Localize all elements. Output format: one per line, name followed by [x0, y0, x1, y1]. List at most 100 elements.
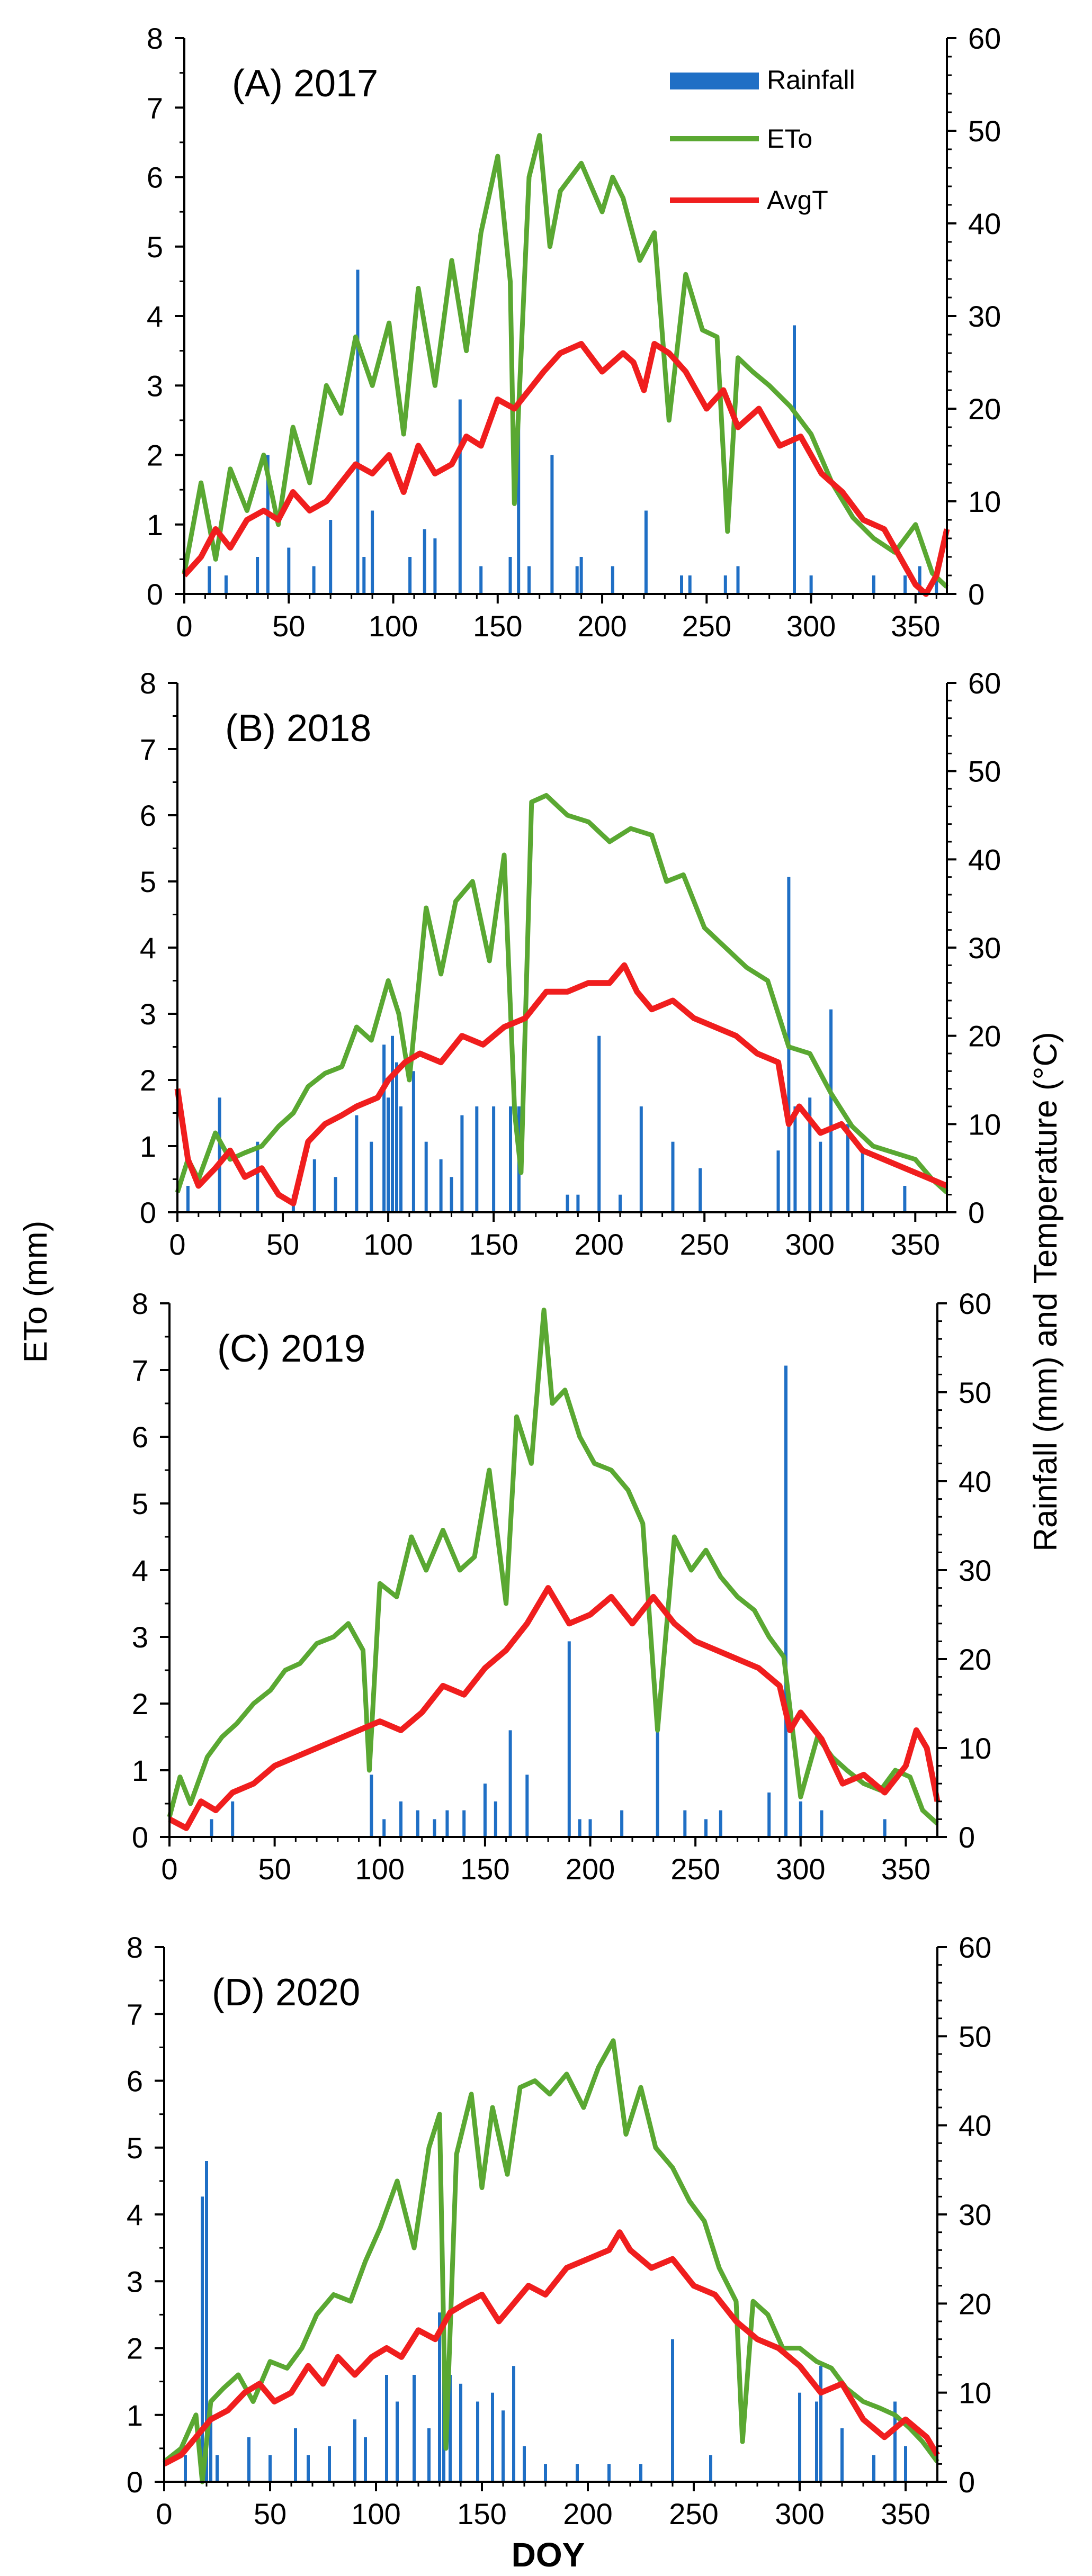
y-left-tick-label: 4 — [147, 300, 163, 333]
rainfall-bar — [445, 1810, 449, 1837]
x-tick-label: 250 — [670, 1852, 720, 1886]
x-tick-label: 200 — [574, 1228, 623, 1261]
rainfall-bar — [671, 1141, 675, 1212]
x-tick-label: 0 — [161, 1852, 177, 1886]
rainfall-bar — [918, 566, 921, 594]
x-tick-label: 50 — [272, 609, 305, 643]
rainfall-bar — [566, 1194, 569, 1212]
y-right-axis-label: Rainfall (mm) and Temperature (°C) — [1027, 1032, 1064, 1552]
y-left-tick-label: 7 — [147, 91, 163, 124]
rainfall-bar — [396, 2401, 399, 2482]
y-left-tick-label: 2 — [140, 1064, 156, 1097]
rainfall-bar — [767, 1793, 771, 1837]
y-left-tick-label: 3 — [140, 997, 156, 1031]
y-left-tick-label: 4 — [140, 931, 156, 965]
avgt-line — [182, 341, 950, 597]
rainfall-bar — [413, 2375, 416, 2482]
y-right-tick-label: 60 — [968, 22, 1001, 55]
x-tick-label: 50 — [258, 1852, 291, 1886]
panel-b: 0 50 100 150 200 250 300 350 0 1 2 3 4 5 6 7 8 0 10 20 30 40 5… — [140, 666, 1001, 1261]
rainfall-bar — [576, 1194, 580, 1212]
rainfall-bar — [491, 2392, 494, 2482]
y-left-tick-label: 1 — [140, 1130, 156, 1163]
rainfall-bar — [639, 1106, 643, 1212]
rainfall-bar — [312, 566, 316, 594]
y-left-tick-label: 7 — [132, 1354, 148, 1387]
rainfall-bar — [329, 520, 333, 594]
rainfall-bar — [607, 2464, 611, 2482]
y-right-tick-label: 40 — [968, 207, 1001, 240]
y-left-tick-label: 2 — [127, 2332, 143, 2365]
y-right-tick-label: 60 — [959, 1287, 991, 1320]
rainfall-bar — [483, 1784, 487, 1837]
y-left-tick-label: 6 — [127, 2065, 143, 2098]
rainfall-bar — [494, 1801, 497, 1837]
x-tick-label: 0 — [169, 1228, 185, 1261]
rainfall-bar — [287, 547, 291, 594]
rainfall-bar — [334, 1177, 337, 1212]
y-left-tick-label: 3 — [147, 369, 163, 402]
rainfall-bar — [307, 2455, 310, 2482]
y-left-axis-label: ETo (mm) — [17, 1221, 54, 1363]
y-left-tick-label: 0 — [132, 1821, 148, 1854]
x-tick-label: 200 — [577, 609, 626, 643]
y-left-tick-label: 4 — [132, 1554, 148, 1587]
y-left-tick-label: 3 — [127, 2265, 143, 2298]
rainfall-bar — [575, 566, 579, 594]
y-left-tick-label: 0 — [127, 2465, 143, 2499]
rainfall-bar — [846, 1124, 849, 1212]
x-tick-label: 350 — [881, 1852, 930, 1886]
y-right-tick-label: 30 — [968, 300, 1001, 333]
rainfall-bar — [597, 1035, 601, 1212]
rainfall-bar — [416, 1810, 419, 1837]
rainfall-bar — [509, 1106, 512, 1212]
y-right-tick-label: 50 — [968, 114, 1001, 148]
rainfall-bar — [201, 2196, 204, 2482]
rainfall-bar — [861, 1150, 864, 1212]
rainfall-bar — [408, 557, 412, 594]
y-right-tick-label: 30 — [959, 2198, 991, 2231]
x-tick-label: 50 — [266, 1228, 299, 1261]
y-right-tick-label: 0 — [959, 2465, 975, 2499]
rainfall-bar — [411, 1071, 415, 1212]
x-tick-label: 250 — [669, 2497, 718, 2530]
avgt-line — [168, 1585, 941, 1831]
x-tick-label: 0 — [156, 2497, 172, 2530]
y-left-tick-label: 8 — [132, 1287, 148, 1320]
rainfall-bar — [205, 2161, 208, 2482]
y-right-tick-label: 10 — [968, 485, 1001, 518]
rainfall-bar — [186, 1186, 190, 1212]
rainfall-bar — [218, 1097, 221, 1212]
rainfall-bar — [395, 1062, 398, 1212]
rainfall-bar — [312, 1159, 316, 1212]
rainfall-bar — [294, 2428, 297, 2482]
rainfall-bar — [439, 1159, 443, 1212]
rainfall-bar — [736, 566, 740, 594]
y-left-tick-label: 2 — [132, 1687, 148, 1721]
x-tick-label: 350 — [891, 1228, 940, 1261]
rainfall-bar — [427, 2428, 431, 2482]
y-left-tick-label: 1 — [132, 1754, 148, 1787]
y-left-tick-label: 7 — [127, 1997, 143, 2031]
legend-avgt-label: AvgT — [767, 185, 828, 215]
panel-c: 0 50 100 150 200 250 300 350 0 1 2 3 4 5 6 7 8 0 10 20 30 40 5… — [132, 1287, 991, 1886]
rainfall-bar — [460, 1115, 464, 1212]
eto-line — [175, 793, 949, 1194]
rainfall-bar — [517, 409, 521, 594]
y-right-tick-label: 40 — [959, 2109, 991, 2142]
rainfall-bar — [611, 566, 614, 594]
x-tick-label: 350 — [891, 609, 940, 643]
rainfall-bar — [423, 529, 426, 594]
rainfall-bar — [680, 575, 683, 594]
rainfall-bar — [355, 1115, 359, 1212]
rainfall-bar — [391, 1035, 394, 1212]
rainfall-bar — [776, 1150, 780, 1212]
x-tick-label: 50 — [254, 2497, 287, 2530]
rainfall-bar — [808, 1097, 812, 1212]
eto-line — [167, 1308, 939, 1826]
y-left-tick-label: 6 — [140, 799, 156, 832]
rainfall-bar — [709, 2455, 712, 2482]
y-left-tick-label: 2 — [147, 439, 163, 472]
x-tick-label: 300 — [785, 1228, 835, 1261]
eto-line — [163, 2038, 939, 2484]
